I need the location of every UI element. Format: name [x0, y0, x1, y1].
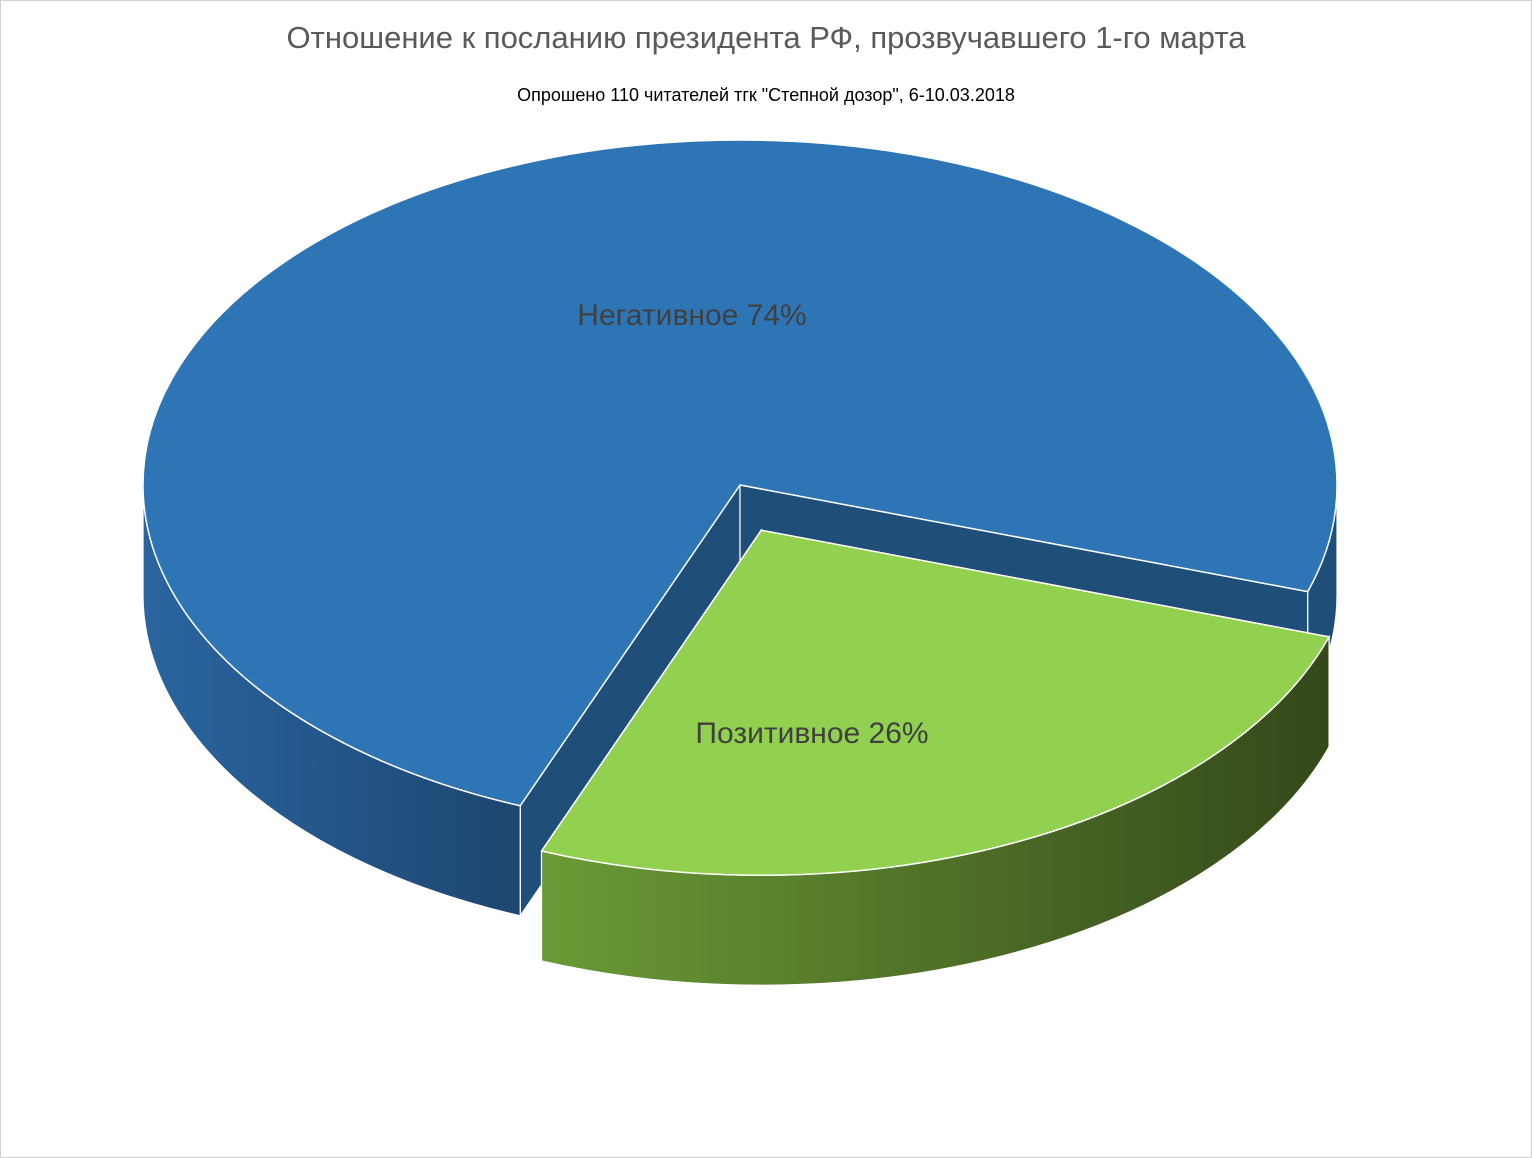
- pie-labels: Негативное 74% Позитивное 26%: [577, 299, 928, 750]
- chart-subtitle: Опрошено 110 читателей тгк "Степной дозо…: [517, 85, 1015, 105]
- chart-title: Отношение к посланию президента РФ, проз…: [286, 20, 1246, 55]
- slice-label-негативное: Негативное 74%: [577, 299, 806, 332]
- pie-top-layer: [142, 139, 1338, 876]
- slice-позитивное-top: [540, 529, 1331, 876]
- slice-негативное-top: [142, 139, 1338, 807]
- slice-label-позитивное: Позитивное 26%: [695, 717, 928, 750]
